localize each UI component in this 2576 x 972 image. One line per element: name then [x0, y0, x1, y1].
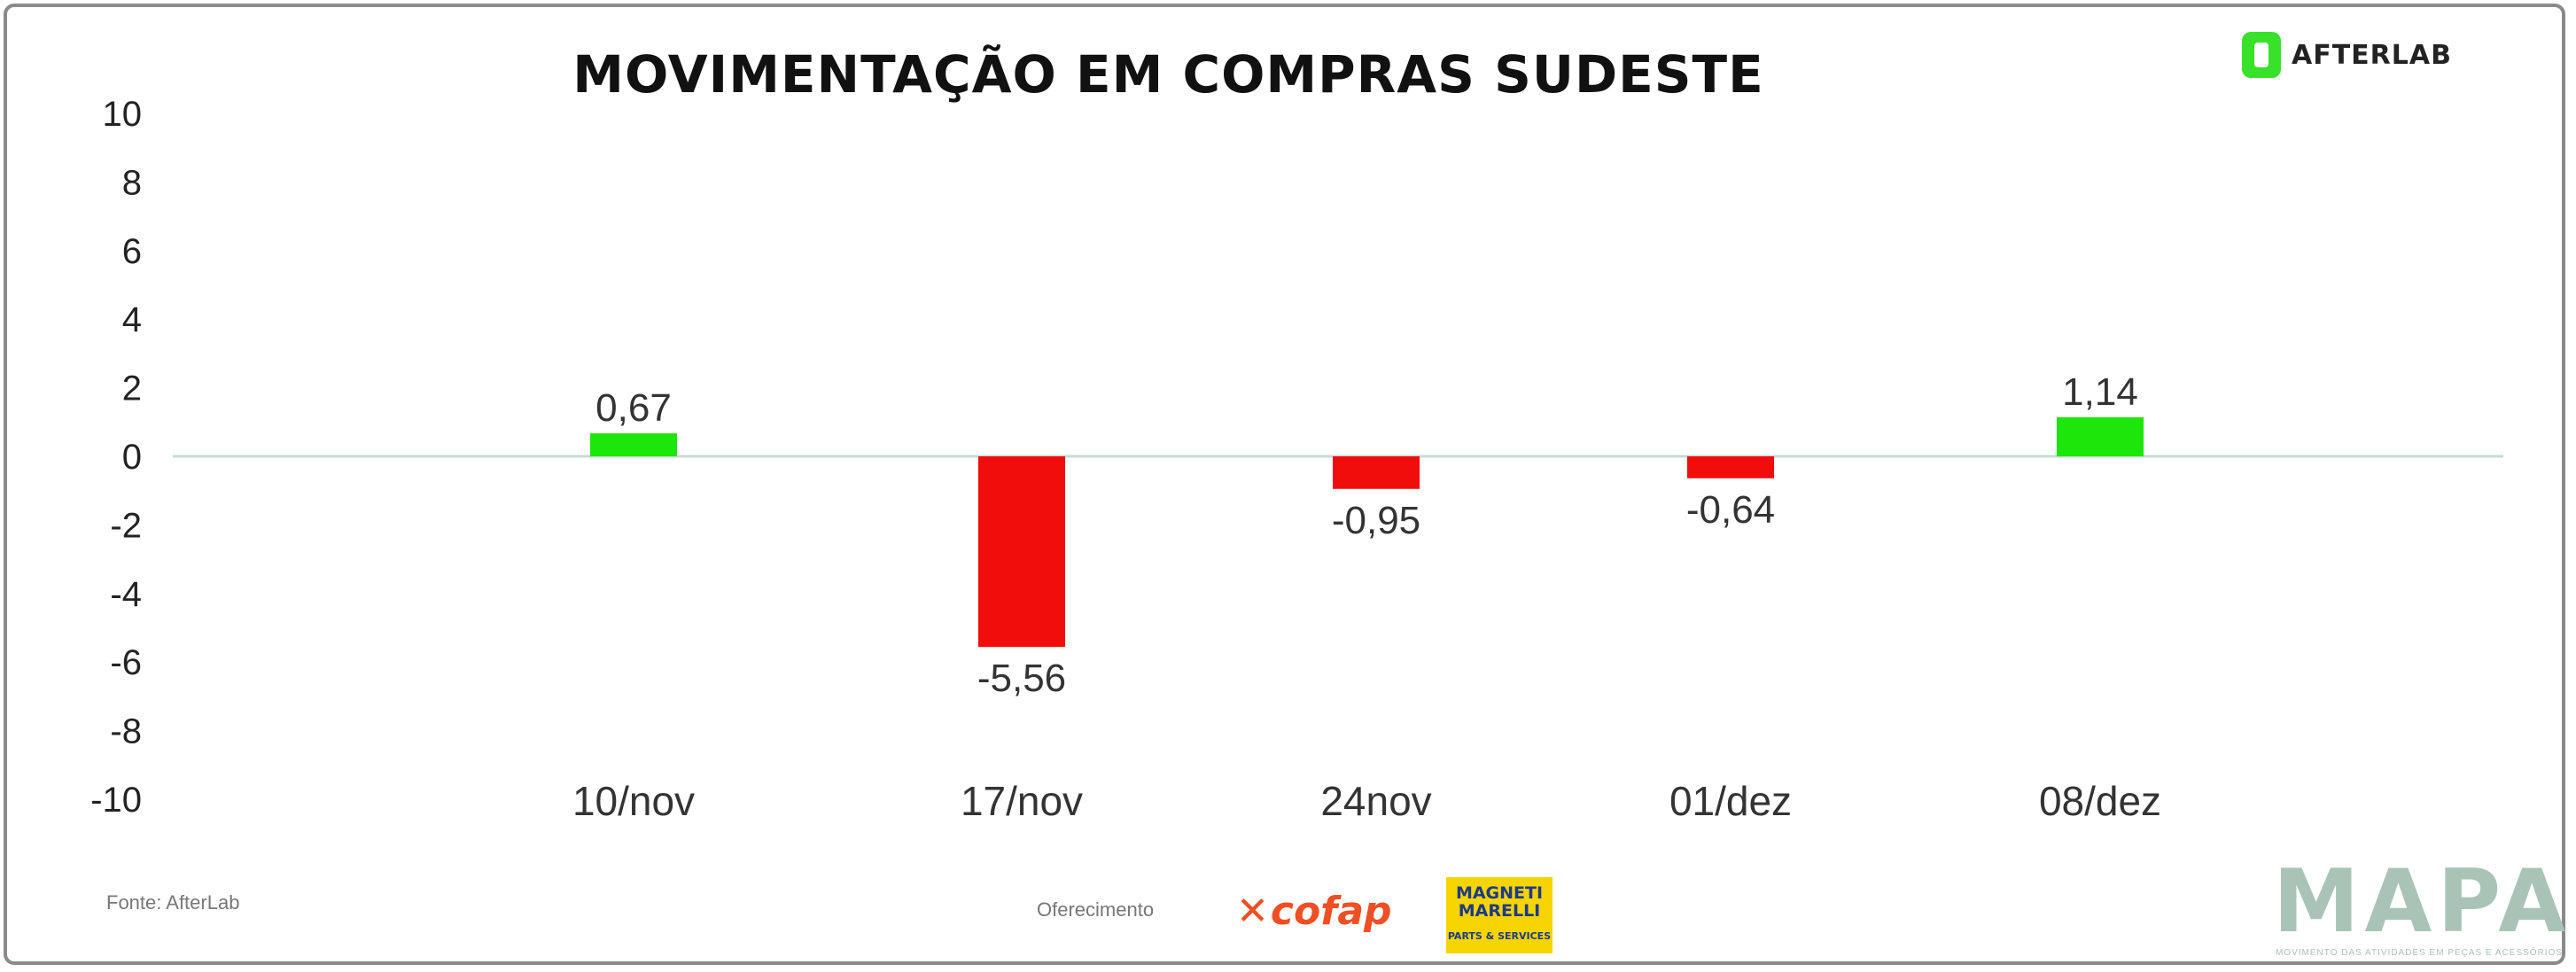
cofap-logo: ✕cofap: [1236, 889, 1392, 934]
y-tick-label: 4: [122, 300, 142, 339]
y-tick-label: -8: [110, 712, 142, 751]
data-label: -5,56: [977, 657, 1066, 700]
magneti-marelli-logo: MAGNETI MARELLI PARTS & SERVICES: [1446, 877, 1553, 953]
y-tick-label: 10: [103, 95, 143, 134]
source-note: Fonte: AfterLab: [106, 891, 240, 914]
magneti-line2: MARELLI: [1458, 901, 1541, 921]
y-tick-label: -2: [110, 506, 142, 545]
afterlab-logo: AFTERLAB: [2242, 32, 2452, 78]
sponsor-label: Oferecimento: [1037, 898, 1155, 921]
y-tick-label: -4: [110, 575, 142, 614]
bar: [1333, 456, 1420, 489]
chart-title: MOVIMENTAÇÃO EM COMPRAS SUDESTE: [572, 44, 1764, 105]
cofap-x-icon: ✕: [1236, 889, 1269, 934]
data-label: -0,95: [1332, 499, 1420, 542]
bar: [978, 456, 1065, 648]
cofap-logo-text: cofap: [1270, 889, 1392, 934]
afterlab-logo-text: AFTERLAB: [2292, 39, 2452, 71]
data-label: -0,64: [1686, 488, 1775, 532]
afterlab-logo-icon: [2242, 32, 2281, 78]
x-tick-label: 17/nov: [961, 778, 1083, 824]
y-tick-label: -10: [90, 781, 142, 820]
y-tick-label: 0: [122, 438, 142, 477]
magneti-subtitle: PARTS & SERVICES: [1447, 930, 1552, 942]
bar: [2057, 416, 2144, 456]
x-tick-label: 08/dez: [2039, 778, 2161, 824]
bar: [1687, 456, 1774, 478]
bar: [590, 433, 677, 456]
y-tick-label: 2: [122, 369, 142, 408]
data-label: 0,67: [595, 386, 672, 430]
card-border: [4, 4, 2565, 965]
x-tick-label: 24nov: [1320, 778, 1431, 824]
mapa-brand-subtitle: MOVIMENTO DAS ATIVIDADES EM PEÇAS E ACES…: [2276, 948, 2564, 958]
data-label: 1,14: [2062, 370, 2138, 414]
mapa-brand: MAPA: [2273, 851, 2572, 953]
x-tick-label: 10/nov: [572, 778, 695, 824]
x-tick-label: 01/dez: [1669, 778, 1792, 824]
magneti-line1: MAGNETI: [1455, 883, 1544, 903]
y-tick-label: 8: [122, 163, 142, 202]
y-tick-label: -6: [110, 643, 142, 682]
y-tick-label: 6: [122, 232, 142, 271]
